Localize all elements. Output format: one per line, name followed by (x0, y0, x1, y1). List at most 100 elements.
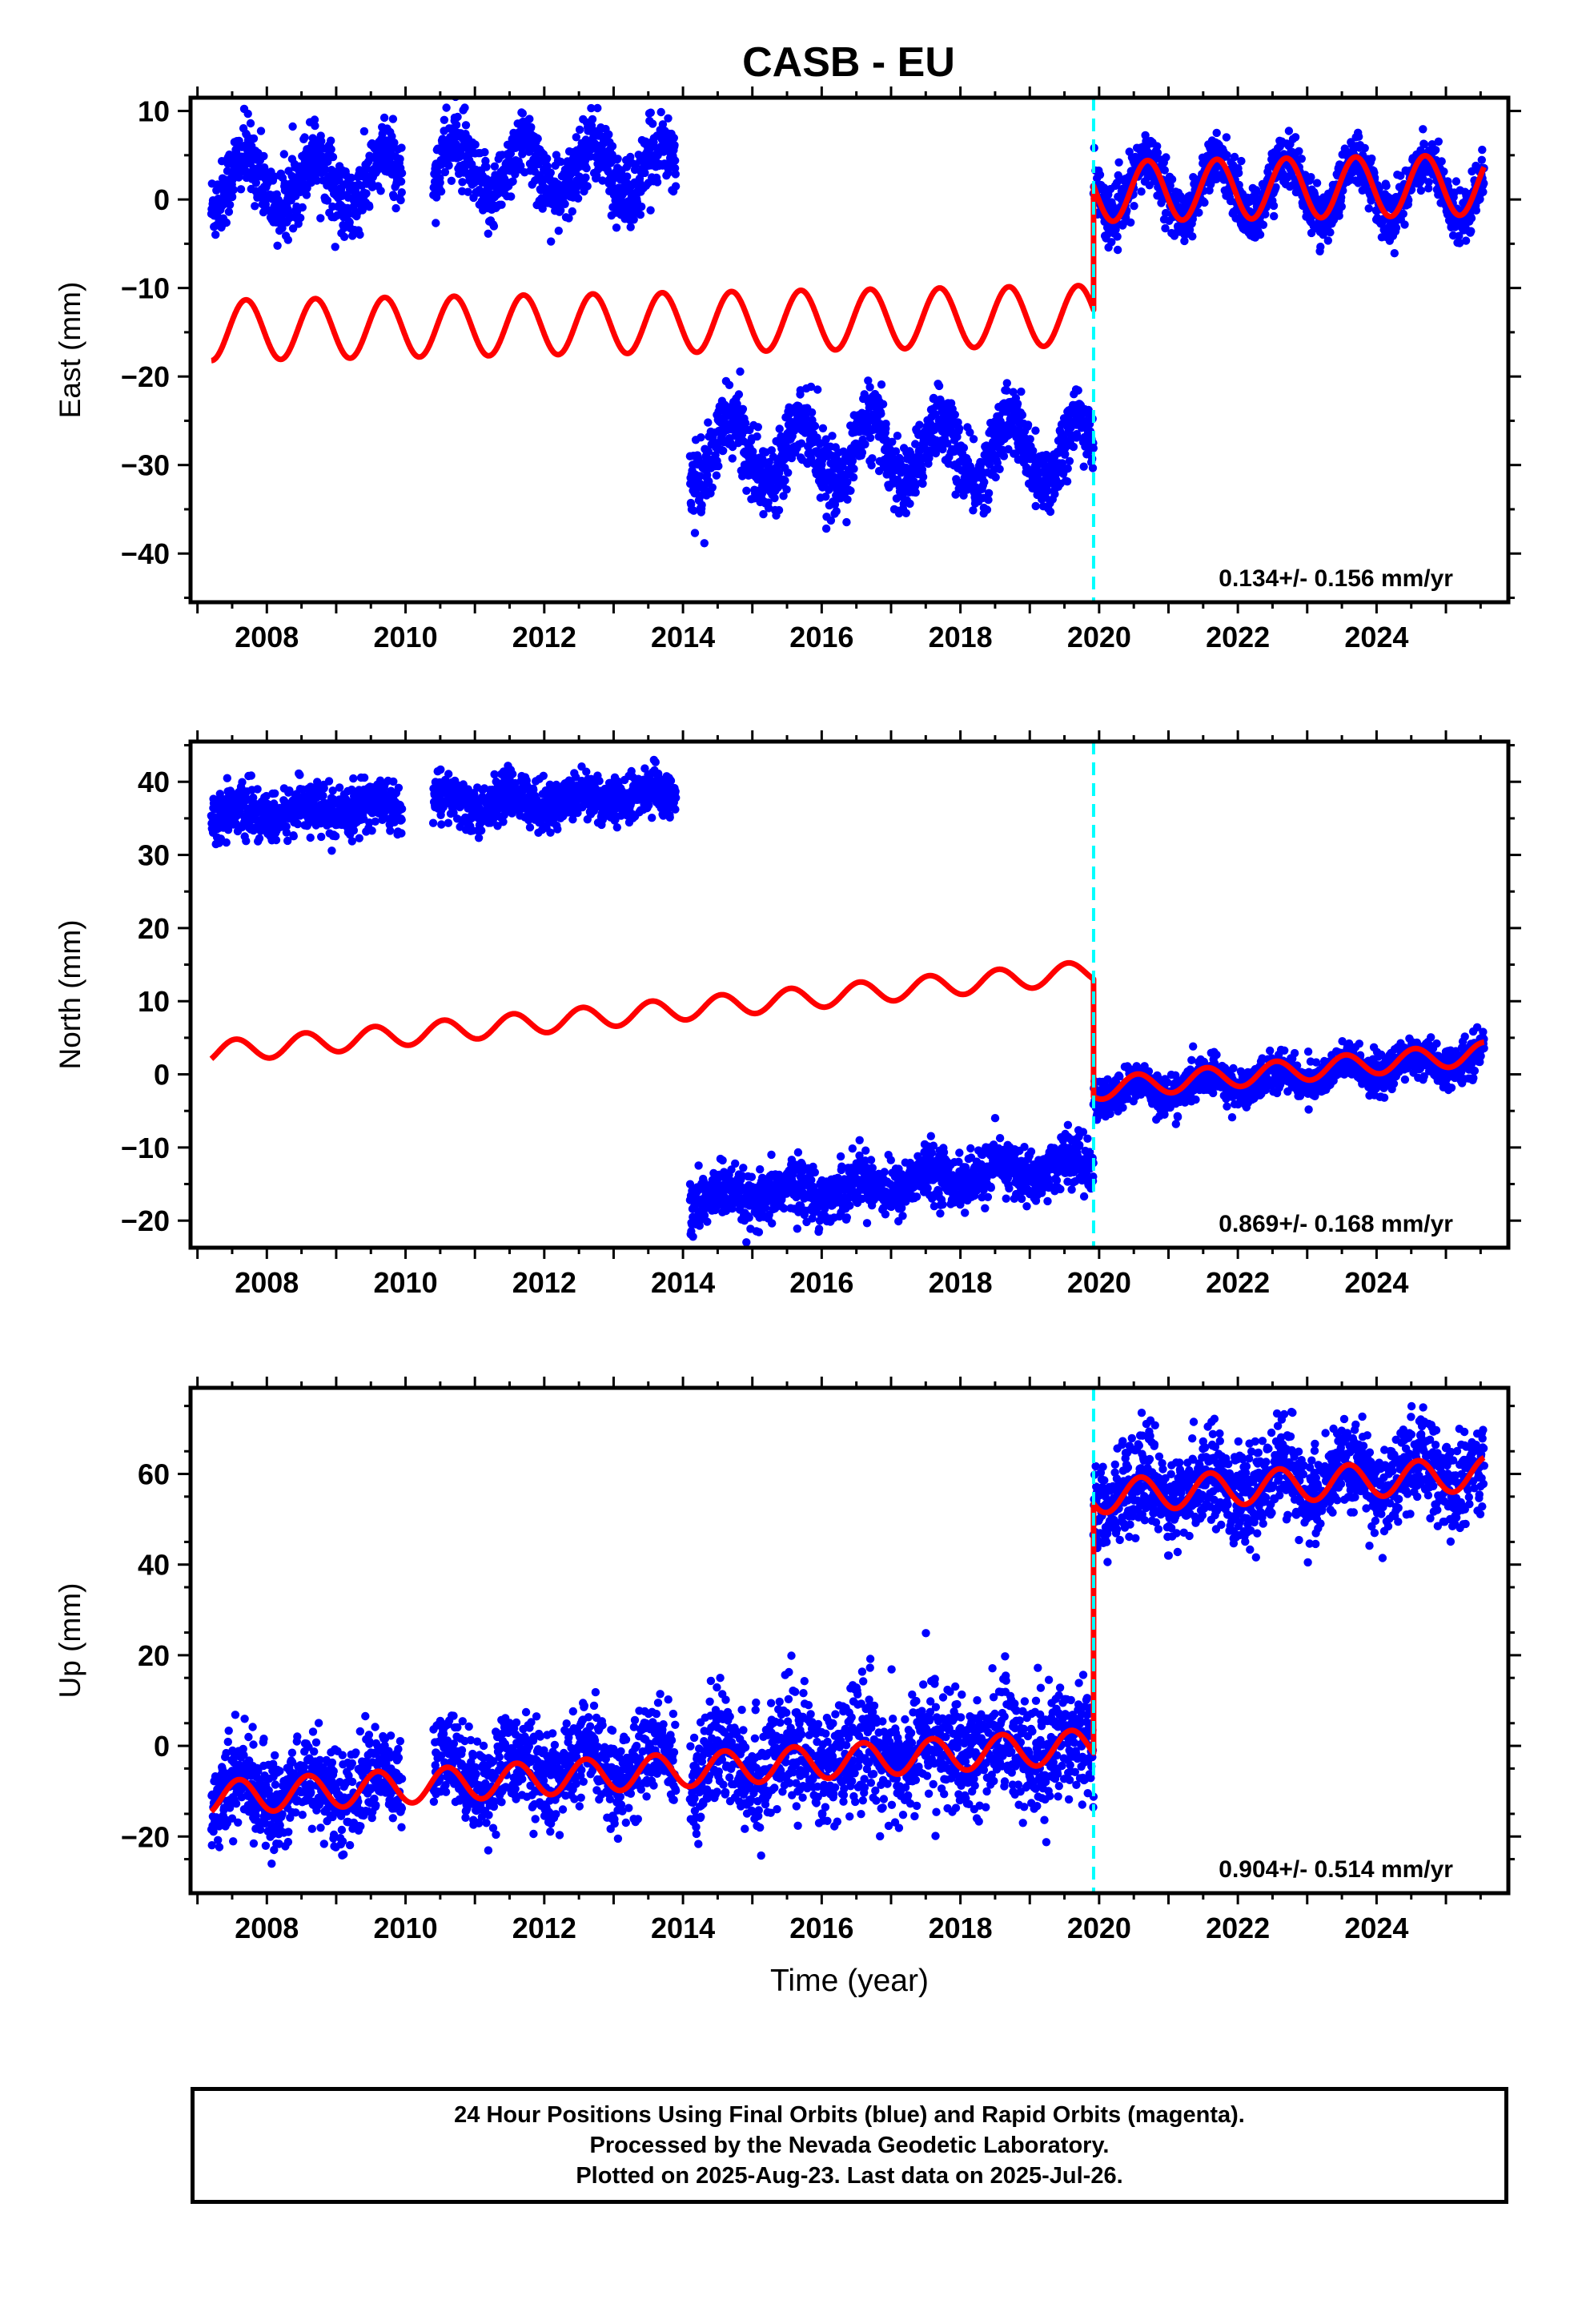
data-point (779, 492, 788, 501)
data-point (704, 418, 713, 427)
data-point (1111, 225, 1120, 234)
data-point (320, 165, 330, 174)
data-point (397, 829, 406, 838)
data-point (846, 486, 855, 495)
data-point (296, 213, 305, 223)
data-point (1023, 420, 1033, 429)
data-point (259, 151, 268, 161)
east-model-group (209, 153, 1487, 364)
data-point (432, 219, 440, 227)
data-point (273, 241, 282, 250)
data-point (1455, 231, 1464, 240)
east-frame (188, 95, 1511, 605)
data-point (328, 786, 337, 795)
data-point (969, 506, 978, 515)
data-point (1063, 464, 1072, 473)
data-point (525, 115, 534, 123)
data-point (1029, 452, 1038, 461)
data-point (782, 485, 791, 494)
data-point (821, 435, 830, 444)
data-point (664, 114, 673, 123)
data-point (753, 423, 762, 432)
data-point (742, 486, 751, 495)
data-point (564, 214, 573, 223)
data-point (394, 783, 404, 792)
data-point (893, 432, 902, 440)
data-point (671, 182, 681, 191)
data-point (738, 404, 748, 413)
data-point (966, 428, 974, 437)
data-point (249, 134, 259, 143)
data-point (482, 163, 491, 171)
chart-title: CASB - EU (742, 39, 955, 86)
data-point (670, 141, 679, 150)
y-tick-label: 0 (154, 183, 170, 216)
data-point (283, 836, 292, 846)
data-point (656, 107, 665, 117)
data-point (349, 826, 359, 835)
data-point (1073, 432, 1082, 441)
data-point (300, 133, 309, 142)
data-point (664, 168, 673, 177)
data-point (725, 380, 734, 389)
data-point (1089, 444, 1098, 452)
data-point (905, 499, 914, 509)
data-point (959, 444, 969, 452)
data-point (736, 367, 745, 376)
x-tick-label: 2024 (1344, 621, 1408, 653)
north-data-points (207, 755, 1488, 1247)
data-point (256, 127, 266, 135)
data-point (397, 143, 406, 152)
data-point (1079, 462, 1088, 471)
data-point (282, 822, 291, 831)
data-point (349, 774, 358, 783)
y-tick-label: 10 (138, 95, 170, 128)
data-point (324, 777, 334, 786)
data-point (556, 206, 565, 215)
data-point (1439, 167, 1448, 176)
data-point (253, 785, 262, 794)
data-point (1018, 411, 1027, 420)
data-point (556, 157, 565, 167)
data-point (770, 493, 779, 503)
data-point (389, 777, 398, 786)
data-point (703, 470, 712, 480)
data-point (1031, 426, 1040, 435)
data-point (359, 127, 369, 136)
data-point (436, 178, 444, 187)
data-point (397, 188, 406, 197)
data-point (362, 189, 371, 198)
data-point (1295, 147, 1303, 155)
data-point (1479, 187, 1488, 196)
data-point (1255, 230, 1265, 239)
data-point (719, 446, 728, 455)
data-point (367, 826, 376, 835)
data-point (1467, 214, 1476, 223)
data-point (843, 477, 852, 486)
data-point (984, 496, 993, 505)
data-point (993, 458, 1002, 468)
data-point (1031, 501, 1040, 511)
data-point (1200, 198, 1209, 207)
data-point (1222, 133, 1231, 142)
data-point (980, 477, 989, 487)
data-point (1195, 208, 1203, 217)
data-point (211, 230, 220, 239)
data-point (313, 778, 322, 786)
data-point (891, 447, 901, 456)
data-point (311, 121, 319, 131)
data-point (849, 472, 858, 482)
data-point (1062, 477, 1072, 486)
data-point (436, 187, 446, 196)
x-tick-label: 2008 (235, 621, 299, 653)
data-point (508, 770, 517, 778)
data-point (810, 421, 820, 431)
data-point (868, 454, 877, 463)
y-tick-label: −20 (121, 360, 170, 393)
x-tick-label: 2016 (789, 621, 853, 653)
data-point (447, 176, 456, 185)
data-point (637, 202, 646, 211)
data-point (560, 199, 569, 208)
data-point (1058, 459, 1067, 468)
data-point (1160, 166, 1170, 175)
